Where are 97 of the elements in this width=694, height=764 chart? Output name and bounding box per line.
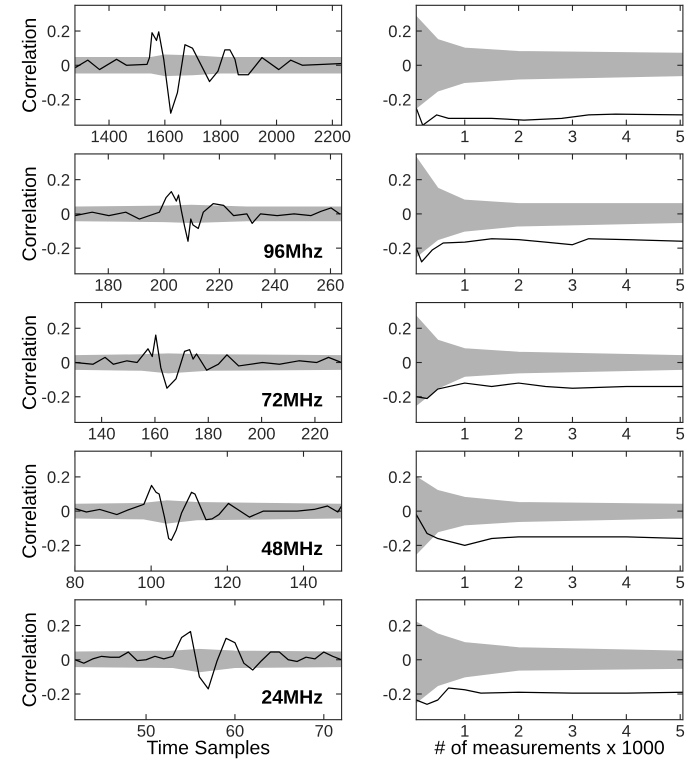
- x-tick-label: 2000: [258, 130, 294, 142]
- x-axis-title: Time Samples: [146, 740, 270, 758]
- annotation: 24MHz: [262, 690, 322, 704]
- x-tick-label: 200: [248, 428, 275, 440]
- x-tick-label: 3: [568, 428, 576, 440]
- y-tick-label: 0.2: [48, 25, 70, 38]
- x-tick-label: 1400: [92, 130, 127, 142]
- x-tick-label: 200: [150, 279, 178, 291]
- x-tick-label: 240: [262, 279, 288, 291]
- x-tick-label: 3: [568, 130, 576, 142]
- y-tick-label: -0.2: [42, 94, 70, 106]
- y-axis-title: Correlation: [22, 613, 36, 706]
- x-tick-label: 5: [676, 576, 684, 588]
- x-tick-label: 100: [138, 576, 164, 588]
- x-tick-label: 3: [568, 724, 576, 737]
- x-tick-label: 220: [206, 279, 233, 291]
- y-axis-title: Correlation: [22, 168, 36, 260]
- line-series: [74, 484, 342, 541]
- x-tick-label: 4: [622, 428, 630, 440]
- y-tick-label: 0.2: [388, 174, 411, 186]
- y-tick-label: 0: [61, 208, 70, 220]
- y-tick-label: -0.2: [383, 94, 411, 106]
- annotation: 48MHz: [262, 541, 322, 556]
- y-tick-label: 0: [61, 60, 70, 72]
- x-tick-label: 220: [302, 428, 328, 440]
- annotation: 72MHz: [262, 392, 322, 406]
- annotation: 96Mhz: [264, 244, 322, 258]
- x-tick-label: 60: [226, 724, 244, 737]
- y-tick-label: -0.2: [42, 688, 70, 700]
- x-tick-label: 70: [315, 724, 332, 737]
- x-tick-label: 4: [622, 130, 630, 142]
- x-tick-label: 140: [290, 576, 317, 588]
- y-tick-label: 0: [402, 506, 411, 518]
- y-tick-label: 0: [402, 654, 411, 666]
- x-tick-label: 3: [568, 279, 576, 291]
- x-tick-label: 140: [88, 428, 115, 440]
- x-tick-label: 80: [66, 576, 84, 588]
- x-tick-label: 260: [317, 279, 344, 291]
- x-tick-label: 2: [514, 428, 522, 440]
- x-tick-label: 120: [214, 576, 241, 588]
- x-tick-label: 2: [514, 724, 522, 737]
- y-tick-label: 0.2: [388, 25, 411, 38]
- x-tick-label: 160: [142, 428, 168, 440]
- line-series: [74, 630, 342, 690]
- y-tick-label: 0: [402, 208, 411, 220]
- y-tick-label: -0.2: [383, 242, 411, 254]
- line-series: [74, 31, 342, 114]
- x-axis-title: # of measurements x 1000: [434, 740, 664, 754]
- x-tick-label: 4: [622, 725, 630, 737]
- y-tick-label: -0.2: [383, 391, 411, 403]
- y-tick-label: 0: [61, 654, 70, 666]
- x-tick-label: 5: [676, 130, 684, 142]
- y-tick-label: 0: [61, 356, 70, 369]
- x-tick-label: 1: [461, 725, 469, 737]
- x-tick-label: 1: [461, 130, 469, 142]
- y-tick-label: -0.2: [383, 688, 411, 700]
- line-series: [416, 514, 683, 546]
- x-tick-label: 2: [514, 130, 522, 142]
- line-series: [416, 382, 683, 400]
- x-tick-label: 180: [96, 279, 122, 291]
- x-tick-label: 1: [461, 576, 469, 588]
- y-tick-label: 0: [402, 60, 411, 72]
- y-tick-label: -0.2: [383, 540, 411, 552]
- x-tick-label: 50: [137, 724, 155, 737]
- y-tick-label: -0.2: [42, 391, 70, 403]
- y-axis-title: Correlation: [22, 464, 36, 558]
- x-tick-label: 5: [676, 279, 684, 291]
- x-tick-label: 1: [461, 279, 469, 291]
- y-tick-label: 0: [61, 506, 70, 518]
- x-tick-label: 1: [461, 428, 469, 440]
- x-tick-label: 4: [622, 576, 630, 588]
- y-tick-label: 0.2: [388, 471, 411, 484]
- y-axis-title: Correlation: [22, 316, 36, 410]
- y-tick-label: 0: [402, 356, 411, 369]
- y-tick-label: -0.2: [42, 540, 70, 552]
- x-tick-label: 2: [514, 279, 522, 291]
- line-series: [74, 334, 342, 389]
- line-series: [74, 191, 340, 242]
- x-tick-label: 5: [676, 428, 684, 440]
- x-tick-label: 4: [622, 279, 630, 291]
- x-tick-label: 1600: [148, 130, 183, 142]
- x-tick-label: 1800: [203, 130, 239, 142]
- y-tick-label: 0.2: [48, 322, 70, 334]
- y-tick-label: 0.2: [48, 471, 70, 484]
- y-tick-label: 0.2: [388, 620, 411, 632]
- y-tick-label: 0.2: [48, 174, 70, 186]
- line-series: [416, 687, 683, 705]
- line-series: [416, 238, 683, 262]
- x-tick-label: 180: [196, 428, 222, 440]
- x-tick-label: 3: [568, 576, 576, 588]
- x-tick-label: 2: [514, 576, 522, 588]
- x-tick-label: 5: [676, 725, 684, 737]
- x-tick-label: 2200: [314, 130, 350, 142]
- y-tick-label: -0.2: [42, 242, 70, 254]
- y-tick-label: 0.2: [48, 620, 70, 632]
- y-tick-label: 0.2: [388, 322, 411, 334]
- y-axis-title: Correlation: [22, 18, 36, 112]
